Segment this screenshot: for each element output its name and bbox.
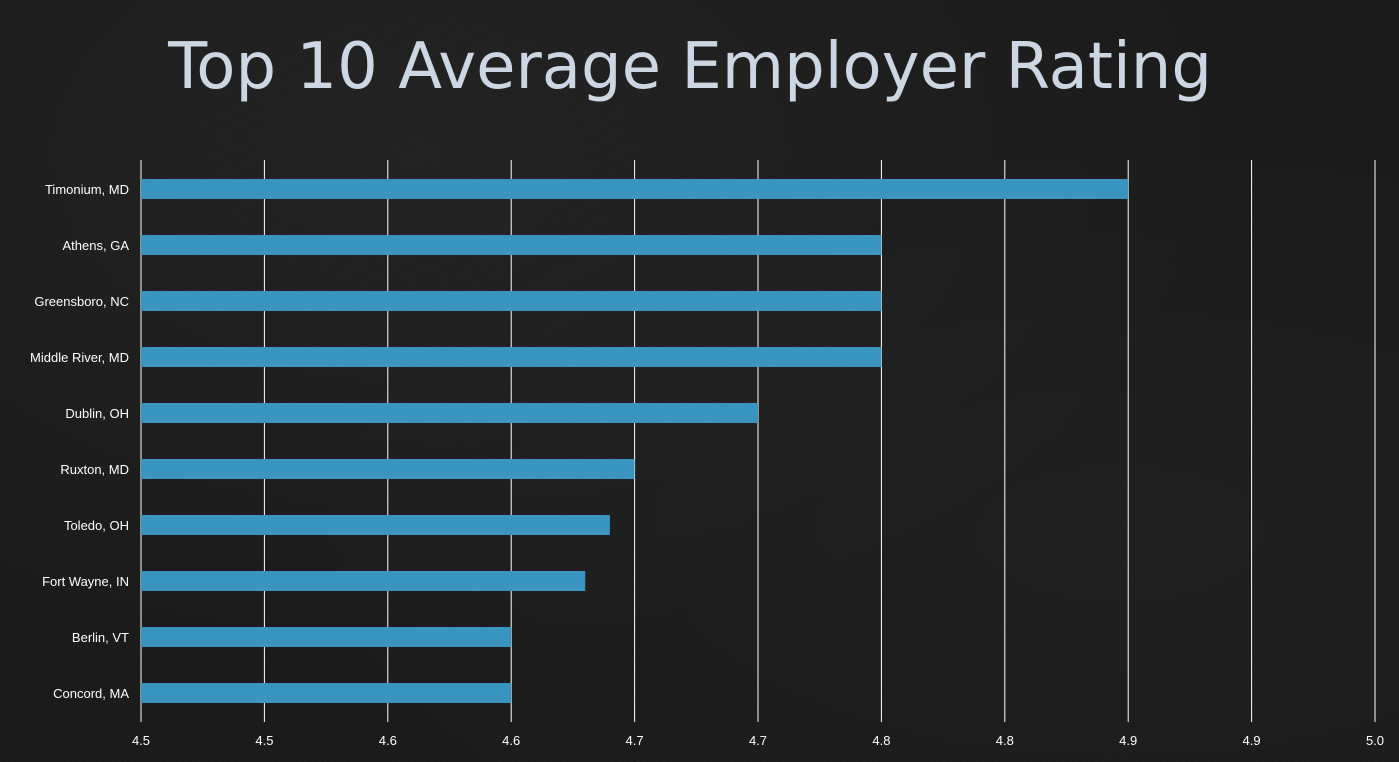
x-tick-label: 4.7: [749, 733, 767, 748]
x-tick-label: 4.9: [1243, 733, 1261, 748]
category-label: Ruxton, MD: [60, 462, 129, 477]
bar: [141, 179, 1129, 199]
bar: [141, 627, 512, 647]
category-label: Berlin, VT: [72, 630, 129, 645]
bar: [141, 291, 882, 311]
bar: [141, 347, 882, 367]
x-tick-label: 4.5: [132, 733, 150, 748]
category-label: Concord, MA: [53, 686, 129, 701]
category-label: Timonium, MD: [45, 182, 129, 197]
x-tick-label: 4.7: [626, 733, 644, 748]
x-tick-label: 4.6: [379, 733, 397, 748]
bar: [141, 235, 882, 255]
bars: [141, 179, 1129, 703]
chart-title: Top 10 Average Employer Rating: [168, 30, 1212, 104]
x-tick-label: 4.9: [1119, 733, 1137, 748]
x-tick-label: 4.6: [502, 733, 520, 748]
x-tick-labels: 4.5 4.5 4.6 4.6 4.7 4.7 4.8 4.8 4.9 4.9 5.0: [132, 733, 1384, 748]
category-label: Greensboro, NC: [34, 294, 129, 309]
category-label: Fort Wayne, IN: [42, 574, 129, 589]
x-tick-label: 4.5: [255, 733, 273, 748]
category-labels: Timonium, MD Athens, GA Greensboro, NC Midd…: [30, 182, 129, 701]
category-label: Middle River, MD: [30, 350, 129, 365]
bar: [141, 571, 586, 591]
bar: [141, 683, 512, 703]
category-label: Athens, GA: [63, 238, 130, 253]
category-label: Dublin, OH: [65, 406, 129, 421]
x-tick-label: 4.8: [872, 733, 890, 748]
x-tick-label: 4.8: [996, 733, 1014, 748]
x-tick-label: 5.0: [1366, 733, 1384, 748]
bar: [141, 403, 758, 423]
category-label: Toledo, OH: [64, 518, 129, 533]
bar: [141, 515, 610, 535]
bar: [141, 459, 635, 479]
